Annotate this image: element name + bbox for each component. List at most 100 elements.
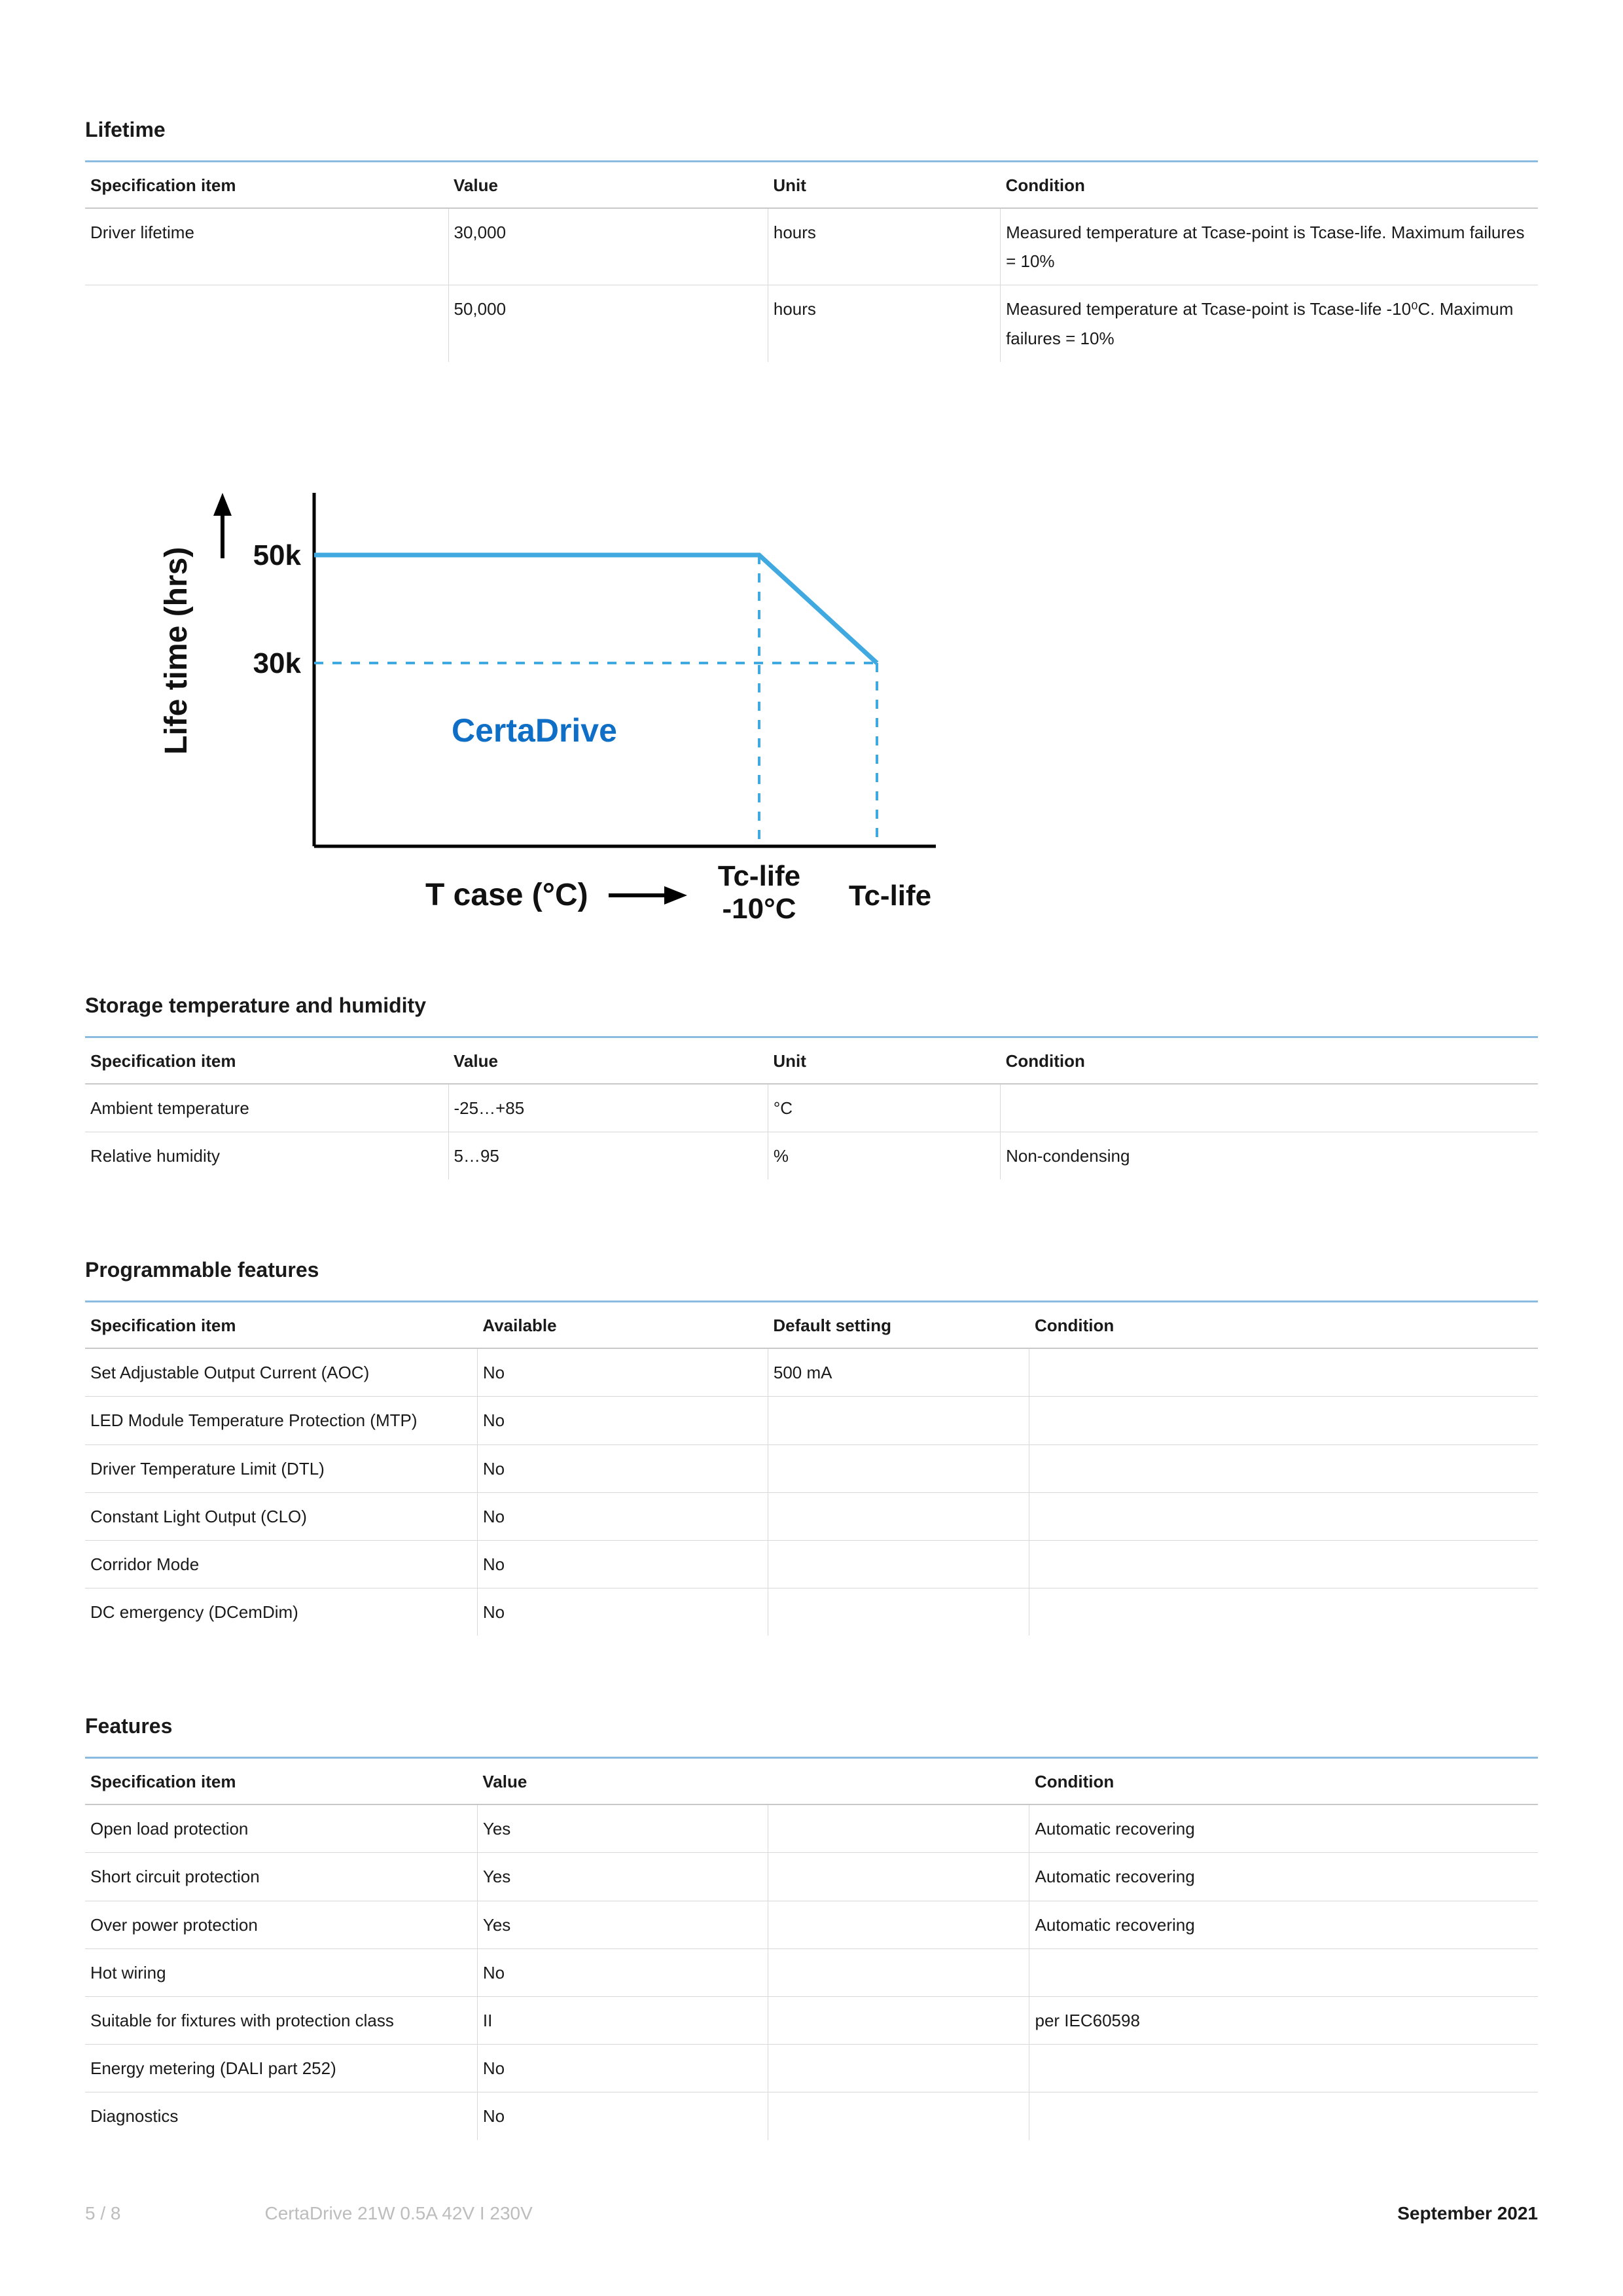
features-table: Specification item Value Condition Open … [85,1759,1538,2140]
th-item: Specification item [85,1302,477,1348]
lifetime-curve [314,555,877,663]
th-blank [768,1759,1029,1804]
cell: Measured temperature at Tcase-point is T… [1001,208,1538,285]
cell: II [477,1997,768,2045]
cell [768,1901,1029,1948]
cell: °C [768,1084,1000,1132]
chart-brand: CertaDrive [452,712,617,749]
product-name: CertaDrive 21W 0.5A 42V I 230V [264,2203,532,2224]
table-row: Corridor Mode No [85,1540,1538,1588]
cell: Constant Light Output (CLO) [85,1492,477,1540]
cell: Over power protection [85,1901,477,1948]
cell: Corridor Mode [85,1540,477,1588]
th-item: Specification item [85,1759,477,1804]
cell: Ambient temperature [85,1084,448,1132]
cell [768,1853,1029,1901]
th-value: Value [448,162,768,208]
section-title-programmable: Programmable features [85,1258,1538,1282]
cell [1029,1348,1538,1397]
cell: Automatic recovering [1029,1853,1538,1901]
cell: Diagnostics [85,2092,477,2140]
x-arrow-head [664,886,687,905]
table-row: Constant Light Output (CLO) No [85,1492,1538,1540]
table-row: Hot wiring No [85,1948,1538,1996]
cell [1001,1084,1538,1132]
cell [85,285,448,362]
cell: No [477,1492,768,1540]
cell: Driver lifetime [85,208,448,285]
cell: No [477,1397,768,1444]
cell: per IEC60598 [1029,1997,1538,2045]
th-condition: Condition [1001,1038,1538,1084]
cell: Automatic recovering [1029,1901,1538,1948]
x-tick-tc: Tc-life [849,880,931,912]
cell: 30,000 [448,208,768,285]
cell [1029,1397,1538,1444]
cell: 50,000 [448,285,768,362]
cell [1029,1492,1538,1540]
table-row: Over power protection Yes Automatic reco… [85,1901,1538,1948]
cell [768,1804,1029,1853]
cell: 500 mA [768,1348,1029,1397]
table-row: Open load protection Yes Automatic recov… [85,1804,1538,1853]
section-title-storage: Storage temperature and humidity [85,994,1538,1018]
th-condition: Condition [1029,1759,1538,1804]
table-row: LED Module Temperature Protection (MTP) … [85,1397,1538,1444]
cell [768,1444,1029,1492]
cell: % [768,1132,1000,1179]
cell: Short circuit protection [85,1853,477,1901]
th-value: Value [448,1038,768,1084]
th-value: Value [477,1759,768,1804]
cell: Measured temperature at Tcase-point is T… [1001,285,1538,362]
x-tick-tc10-b: -10°C [722,893,796,925]
cell: Energy metering (DALI part 252) [85,2045,477,2092]
cell [1029,1444,1538,1492]
th-item: Specification item [85,1038,448,1084]
cell: No [477,1348,768,1397]
th-unit: Unit [768,162,1000,208]
lifetime-table: Specification item Value Unit Condition … [85,162,1538,362]
cell: LED Module Temperature Protection (MTP) [85,1397,477,1444]
y-tick-30k: 30k [253,647,302,679]
cell [1029,1588,1538,1636]
section-storage: Storage temperature and humidity Specifi… [85,994,1538,1179]
cell: -25…+85 [448,1084,768,1132]
th-condition: Condition [1029,1302,1538,1348]
cell: hours [768,208,1000,285]
section-features: Features Specification item Value Condit… [85,1714,1538,2140]
y-axis-label: Life time (hrs) [159,547,194,754]
cell [768,2045,1029,2092]
page-footer: 5 / 8 CertaDrive 21W 0.5A 42V I 230V Sep… [85,2203,1538,2224]
section-lifetime: Lifetime Specification item Value Unit C… [85,118,1538,362]
table-row: 50,000 hours Measured temperature at Tca… [85,285,1538,362]
cell: hours [768,285,1000,362]
cell: Driver Temperature Limit (DTL) [85,1444,477,1492]
section-title-features: Features [85,1714,1538,1738]
cell: Yes [477,1804,768,1853]
cell: No [477,1588,768,1636]
lifetime-chart: Life time (hrs) 50k 30k CertaDrive T cas… [151,480,1538,954]
cell [768,1588,1029,1636]
cell: Suitable for fixtures with protection cl… [85,1997,477,2045]
y-tick-50k: 50k [253,539,302,571]
table-row: Relative humidity 5…95 % Non-condensing [85,1132,1538,1179]
cell: Automatic recovering [1029,1804,1538,1853]
cell: Set Adjustable Output Current (AOC) [85,1348,477,1397]
cell: No [477,2092,768,2140]
x-axis-label: T case (°C) [425,878,588,912]
cell [768,1948,1029,1996]
cell [1029,1540,1538,1588]
cell: No [477,1444,768,1492]
table-row: Driver lifetime 30,000 hours Measured te… [85,208,1538,285]
table-row: Ambient temperature -25…+85 °C [85,1084,1538,1132]
cell: No [477,1540,768,1588]
th-unit: Unit [768,1038,1000,1084]
cell: No [477,2045,768,2092]
cell [1029,2045,1538,2092]
cell: Yes [477,1853,768,1901]
th-value: Available [477,1302,768,1348]
section-programmable: Programmable features Specification item… [85,1258,1538,1636]
cell [768,1397,1029,1444]
y-arrow-head [213,493,232,516]
th-default: Default setting [768,1302,1029,1348]
